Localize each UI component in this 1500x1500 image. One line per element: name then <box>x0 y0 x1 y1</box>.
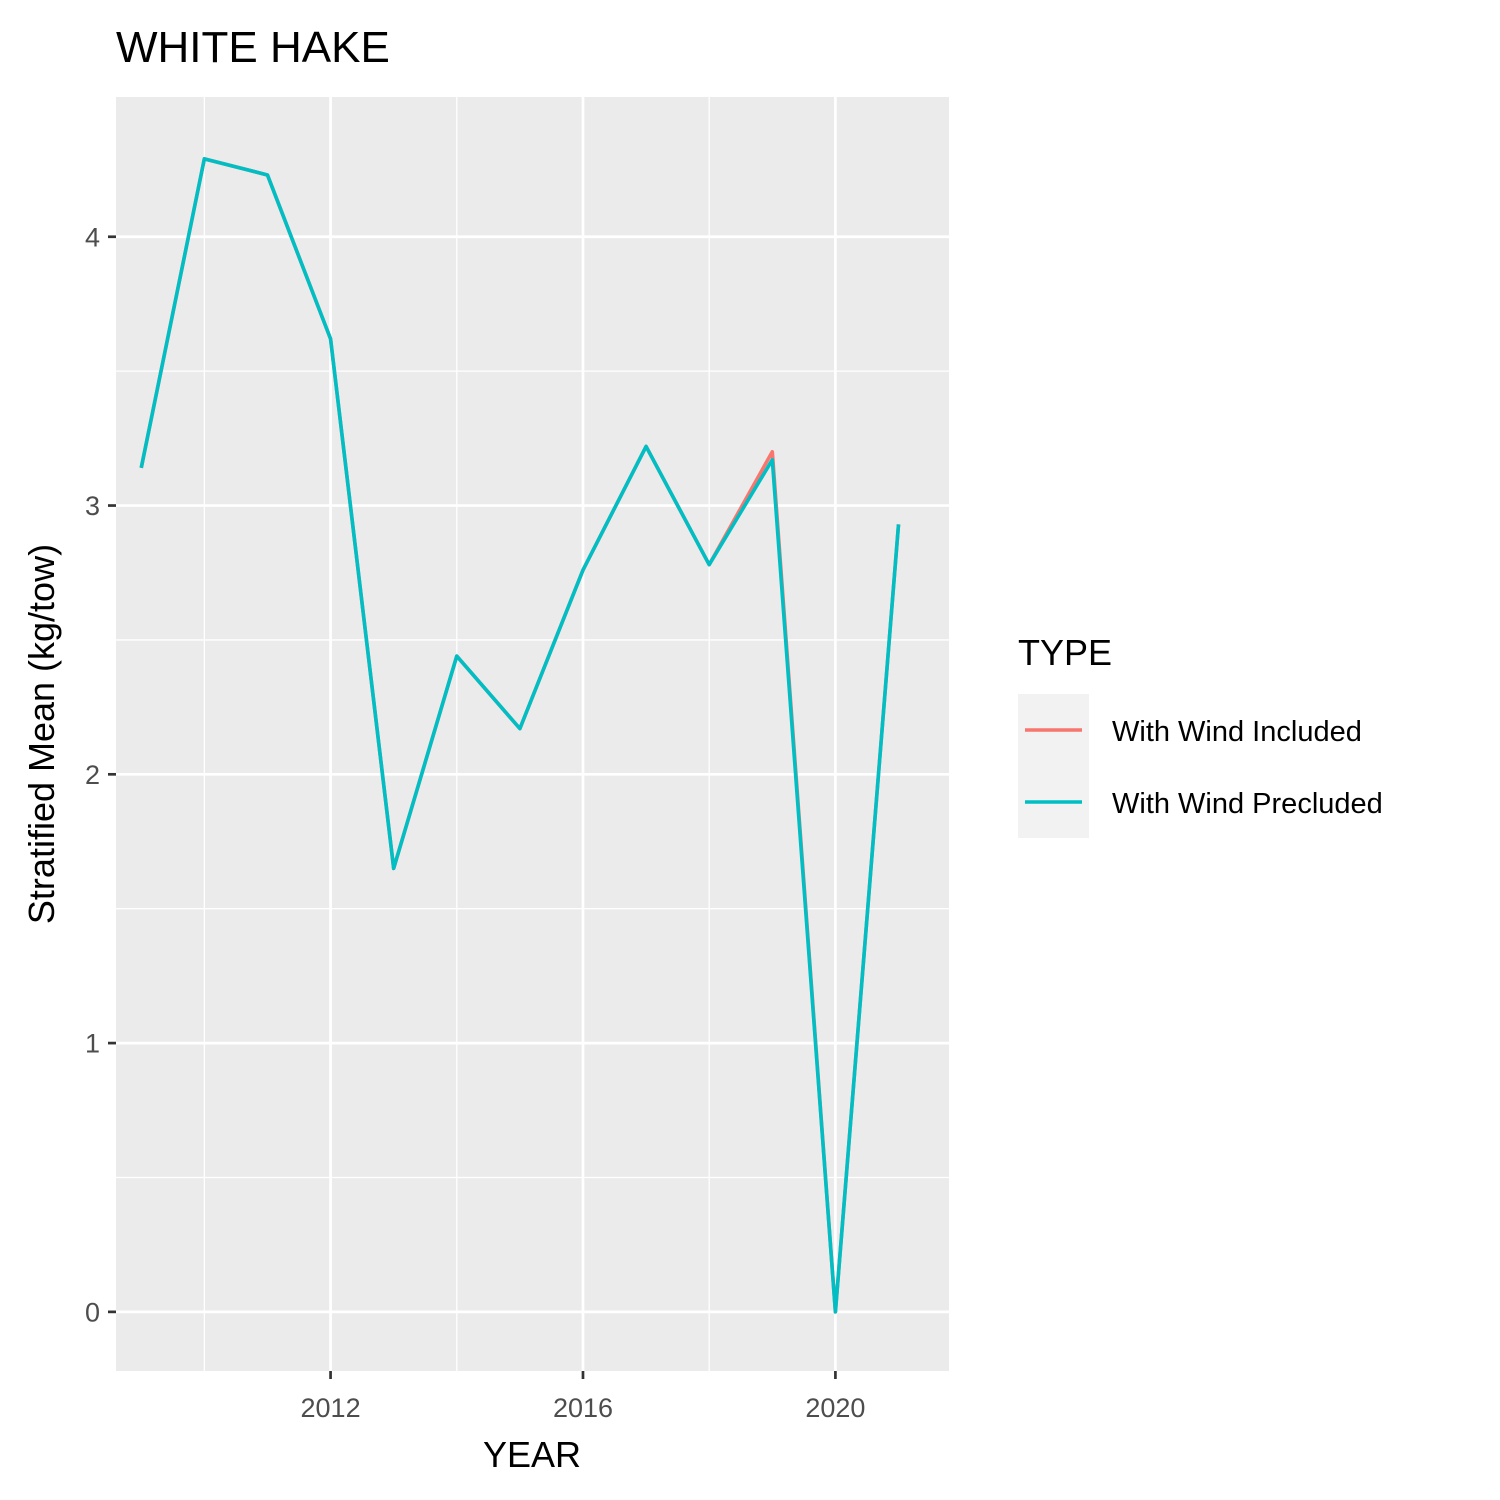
y-tick-label: 3 <box>85 491 100 521</box>
series-line-with-wind-precluded <box>139 157 901 1314</box>
plot-panel <box>116 97 949 1371</box>
legend-label-with-wind-included: With Wind Included <box>1112 716 1362 748</box>
legend-label-with-wind-precluded: With Wind Precluded <box>1112 788 1383 820</box>
x-tick-label: 2020 <box>805 1393 865 1423</box>
x-tick-label: 2012 <box>301 1393 361 1423</box>
chart-title: WHITE HAKE <box>116 23 390 72</box>
legend-title: TYPE <box>1018 632 1112 673</box>
minor-gridlines <box>116 97 949 1371</box>
y-tick-label: 2 <box>85 760 100 790</box>
major-gridlines <box>116 97 949 1371</box>
y-axis: 0 1 2 3 4 <box>85 222 116 1327</box>
y-axis-title: Stratified Mean (kg/tow) <box>21 544 62 924</box>
x-axis: 2012 2016 2020 <box>301 1371 865 1423</box>
y-tick-label: 1 <box>85 1029 100 1059</box>
legend: TYPE With Wind Included With Wind Preclu… <box>1018 632 1383 838</box>
x-tick-label: 2016 <box>553 1393 613 1423</box>
y-tick-label: 0 <box>85 1297 100 1327</box>
series-lines <box>139 157 901 1314</box>
x-axis-title: YEAR <box>483 1434 581 1475</box>
y-tick-label: 4 <box>85 222 100 252</box>
